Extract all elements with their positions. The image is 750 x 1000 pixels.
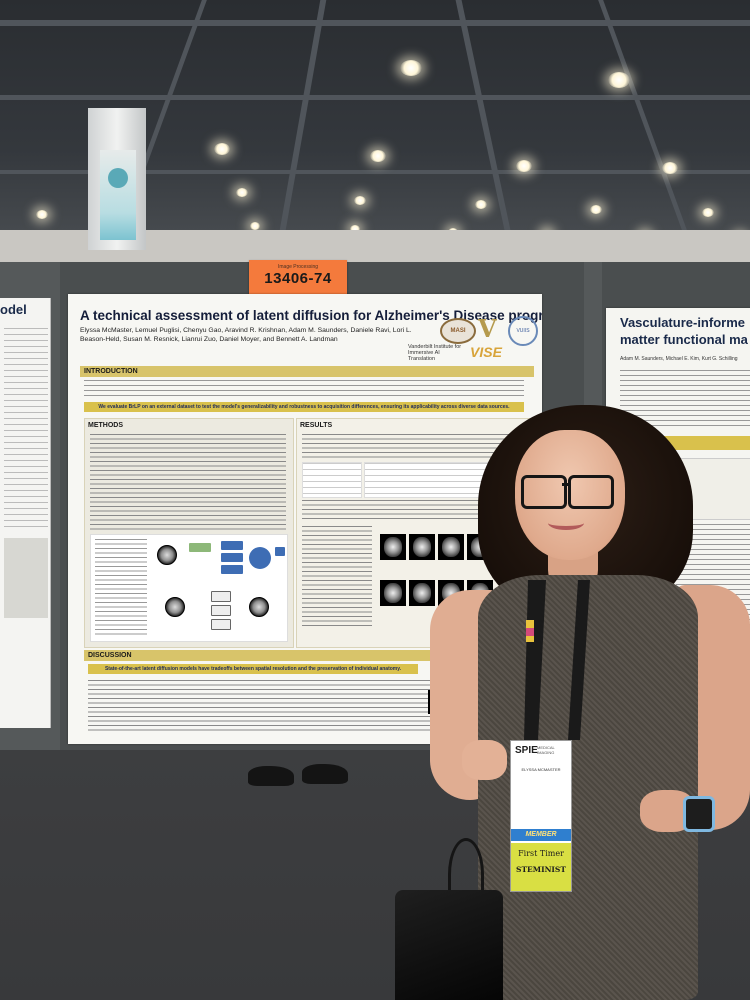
left-poster-title: odel (0, 302, 27, 317)
brain-samples-row-1 (380, 534, 493, 560)
vanderbilt-ai-logo: Vanderbilt Institute for Immersive AI Tr… (408, 344, 462, 362)
right-poster-authors: Adam M. Saunders, Michael E. Kim, Kurt G… (620, 356, 738, 362)
badge-name: ELYSSA MCMASTER (521, 767, 561, 772)
introduction-text (84, 380, 524, 398)
badge-brand: SPIE (515, 745, 538, 756)
poster-number-value: 13406-74 (264, 270, 332, 287)
badge-first-timer-label: First Timer (518, 849, 564, 858)
badge-steminist-label: STEMINIST (516, 865, 566, 874)
masi-logo: MASI (440, 318, 476, 344)
results-table-1 (302, 462, 362, 498)
smartwatch (683, 796, 715, 832)
glasses-right-lens (568, 475, 614, 509)
lanyard (524, 580, 590, 740)
conference-badge: SPIE MEDICAL IMAGING ELYSSA MCMASTER MEM… (510, 740, 572, 892)
right-poster-title-line-1: Vasculature-informe (620, 315, 745, 330)
methods-text (90, 434, 286, 530)
results-caption (302, 500, 522, 522)
column-logo (108, 168, 128, 188)
badge-first-timer-ribbon: First Timer STEMINIST (511, 843, 571, 891)
shoes-behind-board (248, 762, 348, 792)
column-banner (100, 150, 136, 240)
discussion-highlight: State-of-the-art latent diffusion models… (88, 664, 418, 674)
badge-subtitle: MEDICAL IMAGING (537, 745, 555, 755)
right-poster-title: Vasculature-informe matter functional ma (620, 314, 750, 348)
poster-authors: Elyssa McMaster, Lemuel Puglisi, Chenyu … (80, 327, 412, 343)
vuiis-logo: VUIIS (508, 316, 538, 346)
introduction-heading: INTRODUCTION (80, 366, 534, 377)
handbag-strap (448, 838, 484, 911)
results-heading: RESULTS (300, 422, 333, 429)
vise-logo: VISE (470, 344, 502, 360)
discussion-heading: DISCUSSION (84, 650, 528, 661)
right-poster-title-line-2: matter functional ma (620, 332, 748, 347)
glasses-left-lens (521, 475, 567, 509)
left-neighbor-poster: odel (0, 298, 51, 728)
poster-number-label: Image Processing (277, 264, 319, 270)
person-smile (548, 516, 584, 530)
methods-figure (90, 534, 288, 642)
qualitative-results-text (302, 526, 372, 626)
handbag (395, 890, 503, 1000)
methods-heading: METHODS (88, 422, 123, 429)
poster-title: A technical assessment of latent diffusi… (80, 308, 542, 323)
results-text (302, 434, 522, 458)
person-left-hand (462, 740, 507, 780)
introduction-highlight: We evaluate BrLP on an external dataset … (84, 402, 524, 412)
vanderbilt-v-logo: V (478, 314, 497, 343)
badge-member-ribbon: MEMBER (511, 829, 571, 841)
glasses-bridge (562, 483, 570, 486)
